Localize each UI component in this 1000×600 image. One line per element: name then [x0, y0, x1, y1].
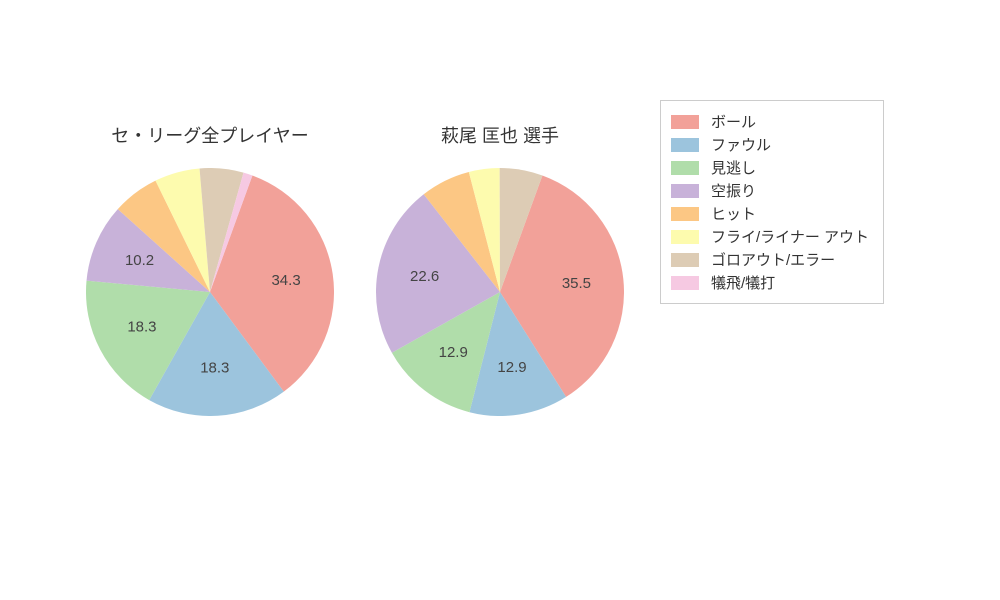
- slice-label-swinging: 22.6: [410, 268, 439, 285]
- legend-label-hit: ヒット: [711, 203, 756, 224]
- legend-item-ball: ボール: [671, 111, 869, 132]
- slice-label-ball: 35.5: [562, 275, 591, 292]
- pie-league-svg: 34.3 18.3 18.3 10.2: [86, 168, 334, 416]
- legend-item-swinging: 空振り: [671, 180, 869, 201]
- legend-item-sac: 犠飛/犠打: [671, 272, 869, 293]
- pie-league: セ・リーグ全プレイヤー 34.3 18.3 18.3 10.2: [86, 122, 334, 416]
- chart-container: セ・リーグ全プレイヤー 34.3 18.3 18.3 10.2 萩尾 匡也 選手 35…: [0, 0, 1000, 600]
- legend-swatch-looking: [671, 161, 699, 175]
- slice-label-looking: 12.9: [439, 344, 468, 361]
- pie-player: 萩尾 匡也 選手 35.5 12.9 12.9 22.6: [376, 122, 624, 416]
- legend-item-foul: ファウル: [671, 134, 869, 155]
- pie-player-title: 萩尾 匡也 選手: [376, 122, 624, 148]
- legend-label-ball: ボール: [711, 111, 756, 132]
- legend: ボールファウル見逃し空振りヒットフライ/ライナー アウトゴロアウト/エラー犠飛/…: [660, 100, 884, 304]
- legend-item-groundout: ゴロアウト/エラー: [671, 249, 869, 270]
- legend-swatch-flyliner: [671, 230, 699, 244]
- legend-item-flyliner: フライ/ライナー アウト: [671, 226, 869, 247]
- legend-swatch-ball: [671, 115, 699, 129]
- legend-label-swinging: 空振り: [711, 180, 756, 201]
- legend-label-groundout: ゴロアウト/エラー: [711, 249, 835, 270]
- legend-label-flyliner: フライ/ライナー アウト: [711, 226, 869, 247]
- legend-label-sac: 犠飛/犠打: [711, 272, 775, 293]
- slice-label-looking: 18.3: [127, 319, 156, 336]
- slice-label-swinging: 10.2: [125, 252, 154, 269]
- slice-label-foul: 18.3: [200, 360, 229, 377]
- legend-item-hit: ヒット: [671, 203, 869, 224]
- legend-swatch-foul: [671, 138, 699, 152]
- legend-swatch-hit: [671, 207, 699, 221]
- legend-label-looking: 見逃し: [711, 157, 756, 178]
- legend-swatch-swinging: [671, 184, 699, 198]
- slice-label-foul: 12.9: [497, 359, 526, 376]
- slice-label-ball: 34.3: [271, 272, 300, 289]
- legend-label-foul: ファウル: [711, 134, 771, 155]
- legend-item-looking: 見逃し: [671, 157, 869, 178]
- legend-swatch-sac: [671, 276, 699, 290]
- legend-swatch-groundout: [671, 253, 699, 267]
- pie-player-svg: 35.5 12.9 12.9 22.6: [376, 168, 624, 416]
- pie-league-title: セ・リーグ全プレイヤー: [86, 122, 334, 148]
